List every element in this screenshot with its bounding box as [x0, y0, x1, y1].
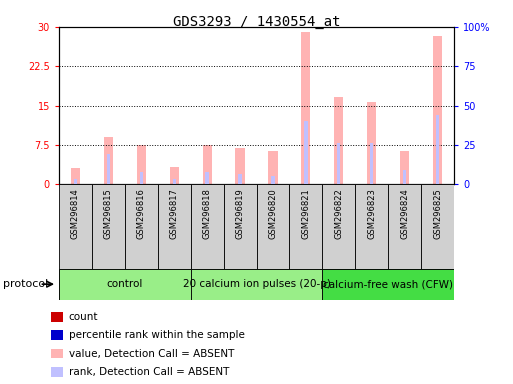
Text: GSM296825: GSM296825 [433, 189, 442, 239]
Bar [59, 184, 92, 269]
Bar [334, 97, 343, 184]
Text: GSM296817: GSM296817 [170, 189, 179, 239]
Bar [125, 184, 158, 269]
Bar [107, 154, 110, 184]
Bar [301, 32, 310, 184]
Bar [421, 184, 454, 269]
Bar [370, 143, 373, 184]
Text: GDS3293 / 1430554_at: GDS3293 / 1430554_at [173, 15, 340, 29]
Text: value, Detection Call = ABSENT: value, Detection Call = ABSENT [69, 349, 234, 359]
Bar [104, 137, 113, 184]
Bar [136, 145, 146, 184]
Text: GSM296818: GSM296818 [203, 189, 212, 239]
Bar [403, 170, 406, 184]
Bar [170, 167, 179, 184]
Bar [140, 172, 143, 184]
Text: GSM296816: GSM296816 [137, 189, 146, 239]
Bar [59, 269, 191, 300]
Text: GSM296822: GSM296822 [334, 189, 343, 239]
Text: percentile rank within the sample: percentile rank within the sample [69, 330, 245, 340]
Bar [191, 184, 224, 269]
Bar [74, 179, 77, 184]
Bar [355, 184, 388, 269]
Bar [191, 269, 322, 300]
Text: GSM296819: GSM296819 [235, 189, 245, 239]
Bar [92, 184, 125, 269]
Text: rank, Detection Call = ABSENT: rank, Detection Call = ABSENT [69, 367, 229, 377]
Text: GSM296824: GSM296824 [400, 189, 409, 239]
Text: 20 calcium ion pulses (20-p): 20 calcium ion pulses (20-p) [183, 279, 330, 289]
Text: GSM296820: GSM296820 [268, 189, 278, 239]
Text: calcium-free wash (CFW): calcium-free wash (CFW) [323, 279, 453, 289]
Bar [203, 145, 212, 184]
Bar [235, 147, 245, 184]
Bar [256, 184, 289, 269]
Bar [206, 172, 209, 184]
Bar [433, 36, 442, 184]
Text: protocol: protocol [3, 279, 48, 289]
Bar [436, 115, 439, 184]
Bar [322, 184, 355, 269]
Text: GSM296823: GSM296823 [367, 189, 376, 239]
Bar [172, 179, 176, 184]
Text: count: count [69, 312, 98, 322]
Bar [239, 174, 242, 184]
Bar [367, 102, 377, 184]
Bar [388, 184, 421, 269]
Bar [322, 269, 454, 300]
Bar [268, 151, 278, 184]
Bar [224, 184, 256, 269]
Text: GSM296814: GSM296814 [71, 189, 80, 239]
Bar [158, 184, 191, 269]
Text: GSM296821: GSM296821 [301, 189, 310, 239]
Bar [337, 143, 341, 184]
Bar [400, 151, 409, 184]
Text: control: control [107, 279, 143, 289]
Bar [289, 184, 322, 269]
Text: GSM296815: GSM296815 [104, 189, 113, 239]
Bar [71, 168, 80, 184]
Bar [271, 177, 274, 184]
Bar [304, 121, 307, 184]
